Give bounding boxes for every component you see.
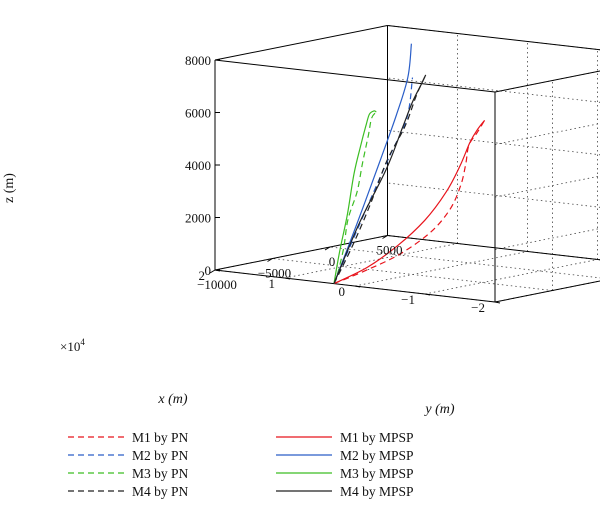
z-tick-label: 8000: [185, 53, 211, 68]
box-edge: [214, 235, 388, 271]
series-line-6: [333, 43, 412, 284]
series-line-8: [333, 74, 427, 284]
legend-label-4: M4 by PN: [132, 484, 189, 499]
series-line-4: [333, 74, 427, 284]
box-edge: [494, 280, 600, 303]
grid-line: [387, 130, 600, 156]
box-edge: [214, 59, 496, 93]
grid-line: [494, 123, 600, 145]
series-line-3: [333, 111, 377, 284]
grid-line: [387, 25, 600, 51]
plot-series: [333, 43, 486, 285]
x-tick-label: −1: [401, 292, 415, 307]
z-tick-label: 2000: [185, 211, 211, 226]
x-tick-mark: [354, 285, 361, 288]
x-tick-mark: [214, 269, 221, 272]
tick-labels: 0 2000 4000 6000 8000 −2 −1 0 1 2−10000 −5000 0 5000: [185, 53, 501, 315]
box-edge: [214, 25, 388, 61]
z-tick-label: 6000: [185, 106, 211, 121]
y-tick-mark: [209, 269, 216, 274]
grid-line: [494, 175, 600, 198]
legend-label-2: M2 by PN: [132, 448, 189, 463]
box-edge: [494, 70, 600, 93]
x-multiplier-exponent: 4: [80, 337, 85, 347]
grid-line: [387, 77, 600, 103]
x-tick-label: 1: [269, 276, 276, 291]
legend-label-7: M3 by MPSP: [340, 466, 414, 481]
y-tick-label: −5000: [258, 266, 291, 281]
grid-line: [329, 246, 600, 279]
x-multiplier-base: ×10: [60, 339, 80, 354]
grid-line: [387, 235, 600, 261]
grid-line: [387, 235, 600, 261]
y-tick-mark: [382, 235, 388, 239]
series-line-5: [333, 119, 486, 285]
x-tick-label: −2: [471, 300, 485, 315]
legend: M1 by PN M2 by PN M3 by PN M4 by PN M1 by MP…: [68, 430, 414, 499]
grid-line: [424, 259, 598, 295]
x-tick-label: 2: [199, 268, 206, 283]
axes-box: [214, 25, 600, 303]
grid-line: [494, 280, 600, 303]
z-tick-label: 4000: [185, 158, 211, 173]
grid-line: [284, 243, 458, 279]
y-tick-label: −10000: [197, 277, 237, 292]
y-tick-mark: [324, 246, 331, 251]
x-tick-mark: [494, 301, 501, 304]
legend-label-5: M1 by MPSP: [340, 430, 414, 445]
legend-label-1: M1 by PN: [132, 430, 189, 445]
grid-line: [494, 280, 600, 303]
x-tick-mark: [424, 293, 431, 296]
grid-line: [494, 228, 600, 250]
grid-line: [494, 70, 600, 93]
box-edge: [387, 25, 600, 51]
legend-label-6: M2 by MPSP: [340, 448, 414, 463]
x-multiplier-label: ×104: [60, 337, 85, 354]
y-tick-label: 0: [329, 254, 336, 269]
series-line-1: [333, 119, 486, 285]
y-tick-label: 5000: [377, 243, 403, 258]
series-line-7: [333, 110, 377, 284]
box-edge: [387, 235, 600, 261]
z-tick-label: 0: [205, 263, 212, 278]
y-axis-label: y (m): [423, 402, 454, 417]
grid-line: [387, 182, 600, 208]
x-tick-mark: [284, 277, 291, 280]
legend-label-8: M4 by MPSP: [340, 484, 414, 499]
z-axis-label: z (m): [2, 173, 17, 203]
x-tick-label: 0: [339, 284, 346, 299]
x-axis-label: x (m): [157, 392, 187, 407]
y-tick-mark: [267, 258, 273, 262]
legend-label-3: M3 by PN: [132, 466, 189, 481]
